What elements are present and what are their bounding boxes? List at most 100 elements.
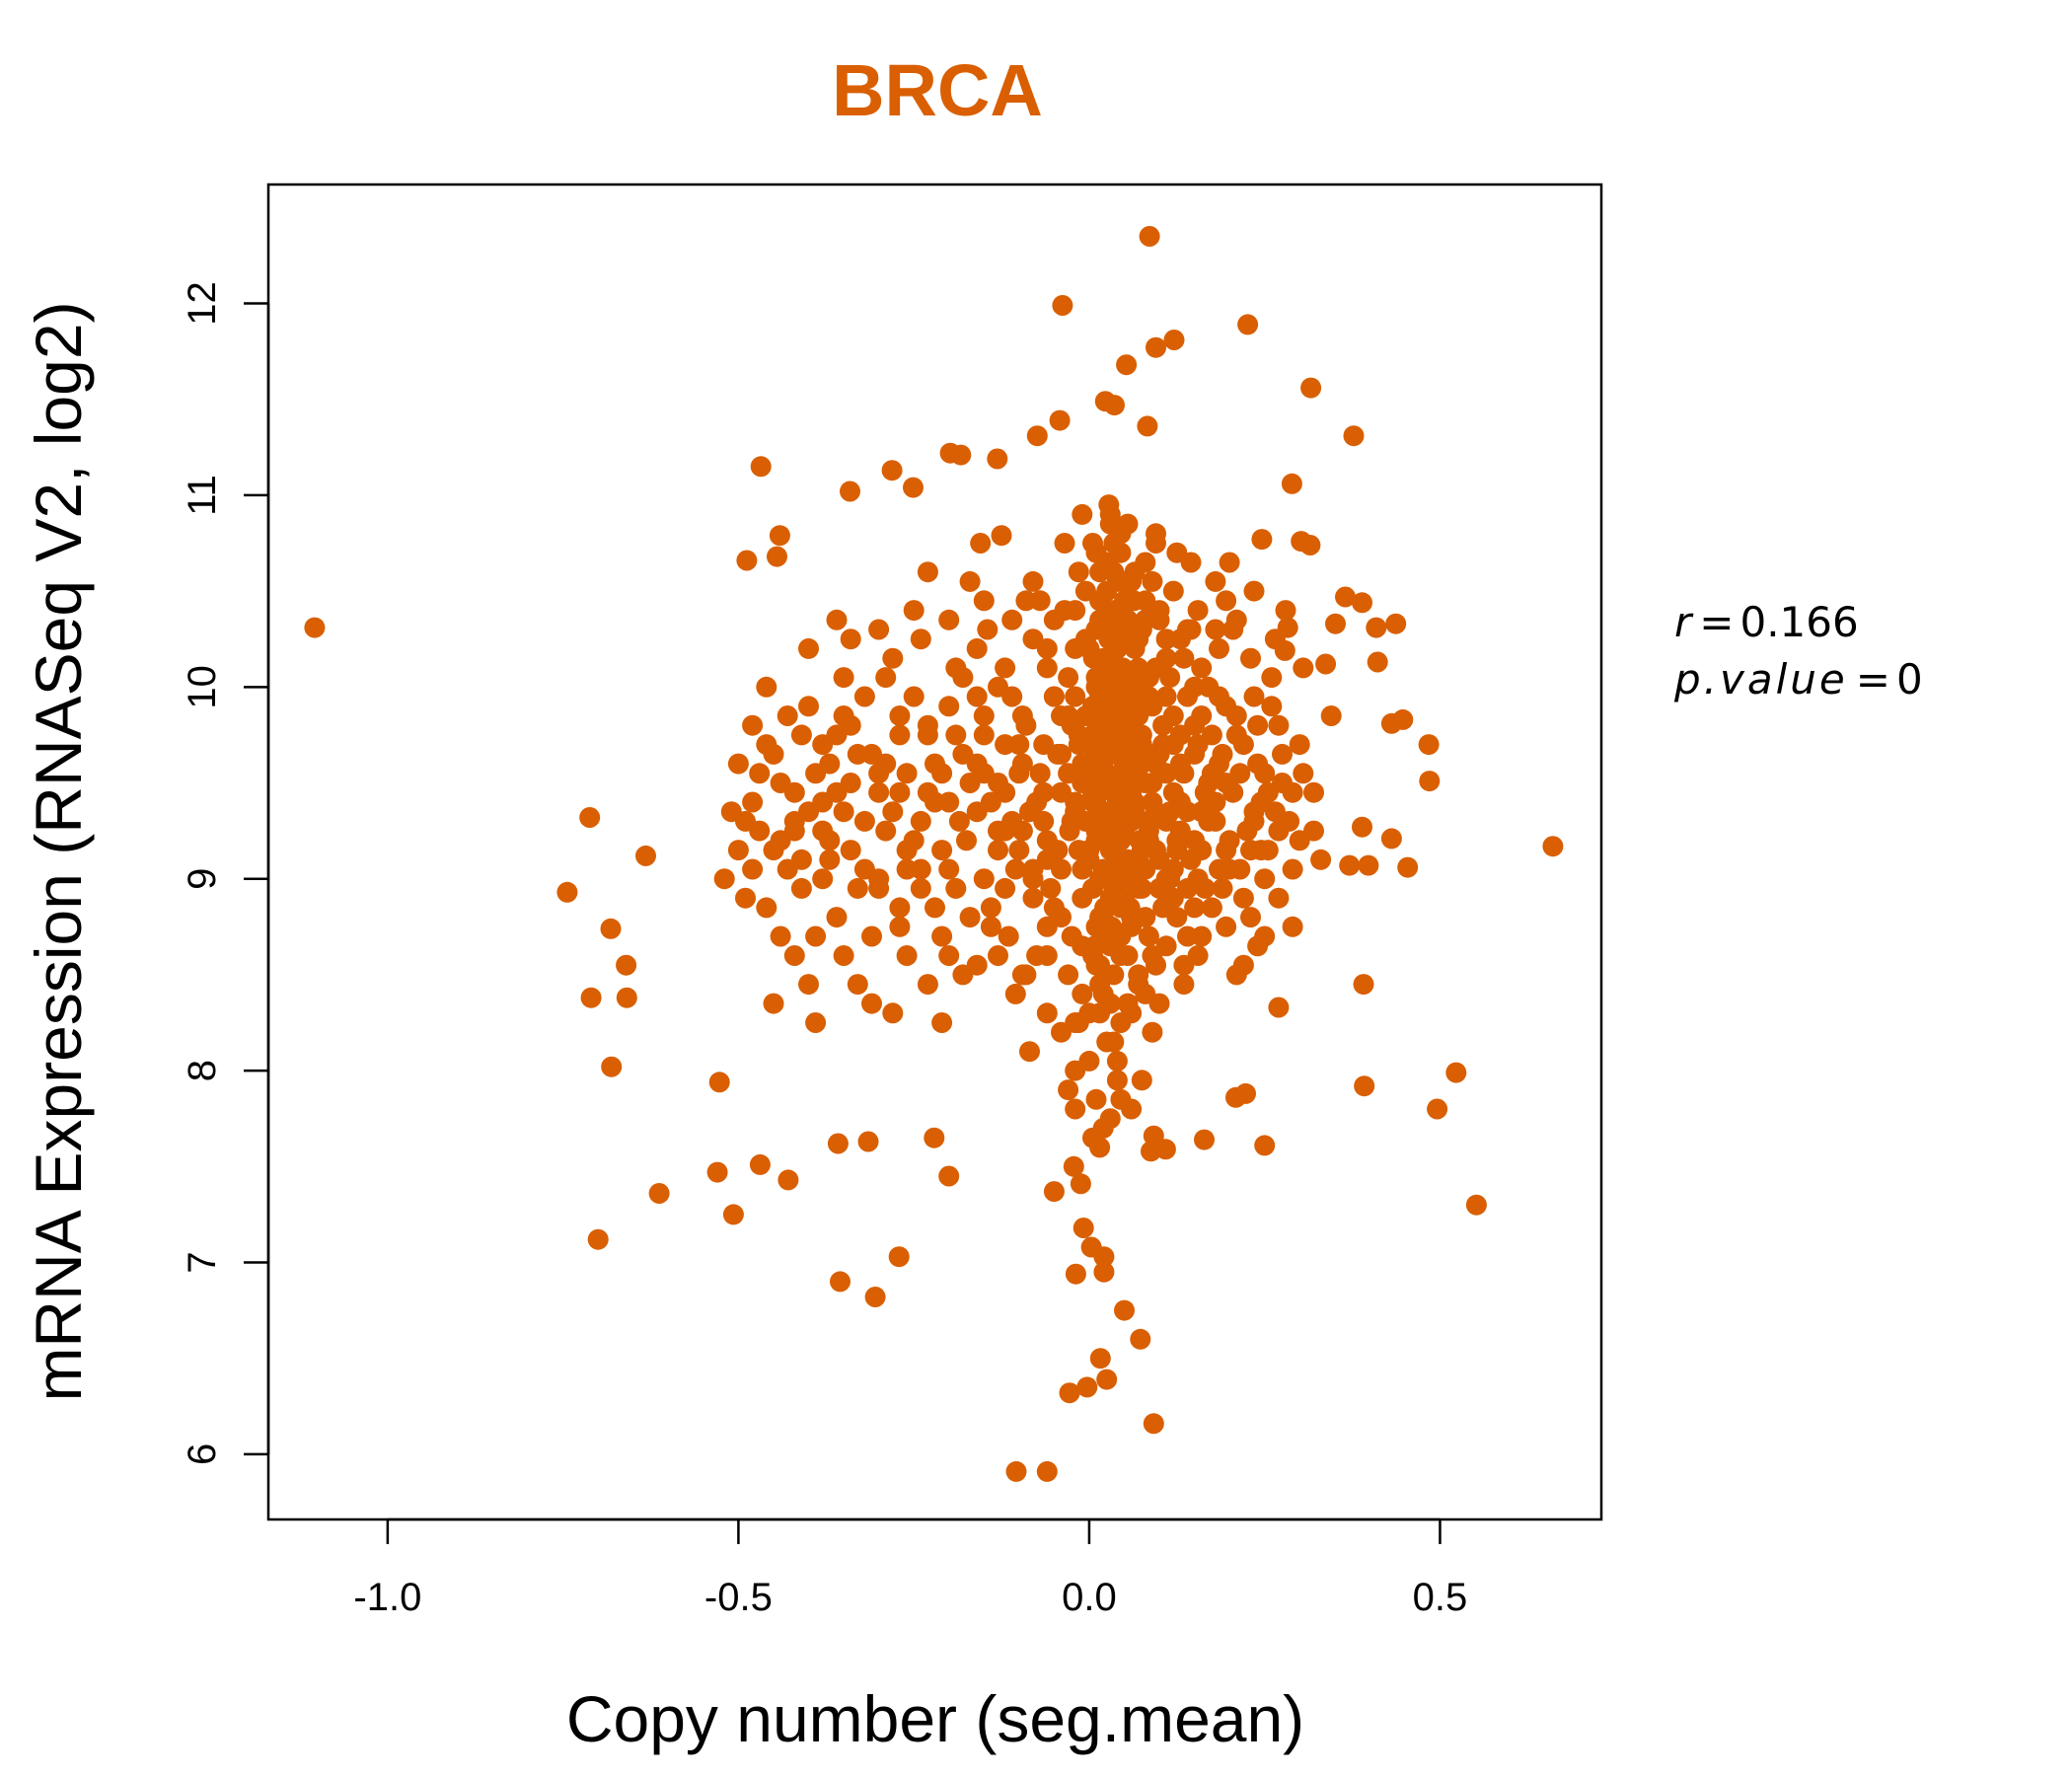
data-point <box>783 945 805 966</box>
data-point <box>1036 945 1058 966</box>
data-point <box>889 705 911 726</box>
data-point <box>1352 816 1372 838</box>
data-points <box>304 226 1564 1482</box>
data-point <box>1082 533 1103 554</box>
data-point <box>1162 781 1184 803</box>
data-point <box>1385 613 1407 634</box>
data-point <box>1155 686 1177 707</box>
data-point <box>1205 619 1226 640</box>
y-tick-label: 9 <box>181 868 224 890</box>
data-point <box>556 881 578 903</box>
data-point <box>903 600 925 622</box>
data-point <box>1187 945 1209 966</box>
r-statistic: r = 0.166 <box>1674 598 1859 646</box>
data-point <box>1059 1382 1080 1404</box>
data-point <box>1427 1098 1448 1120</box>
data-point <box>1254 925 1276 947</box>
data-point <box>1142 1021 1163 1043</box>
data-point <box>1019 1041 1040 1063</box>
data-point <box>1092 907 1114 928</box>
y-tick-label: 12 <box>181 281 224 326</box>
data-point <box>1261 696 1283 717</box>
data-point <box>1114 696 1135 717</box>
data-point <box>1029 763 1051 784</box>
data-point <box>1052 295 1073 316</box>
data-point <box>742 714 764 736</box>
data-point <box>1130 1328 1151 1350</box>
data-point <box>1289 830 1310 851</box>
data-point <box>826 609 848 630</box>
data-point <box>959 773 981 793</box>
data-point <box>1128 964 1149 986</box>
data-point <box>1082 945 1103 966</box>
data-point <box>1139 226 1160 247</box>
data-point <box>1065 1263 1086 1285</box>
data-point <box>1078 1050 1100 1072</box>
data-point <box>1093 1246 1115 1268</box>
data-point <box>1465 1194 1487 1216</box>
data-point <box>1138 743 1159 765</box>
data-point <box>903 477 924 498</box>
data-point <box>1198 676 1220 698</box>
data-point <box>812 820 834 842</box>
data-point <box>1137 415 1158 437</box>
data-point <box>861 993 882 1014</box>
data-point <box>1247 714 1269 736</box>
data-point <box>1225 609 1247 630</box>
data-point <box>959 570 981 592</box>
data-point <box>917 561 938 583</box>
data-point <box>1169 753 1191 775</box>
data-point <box>616 954 637 976</box>
data-point <box>991 525 1012 547</box>
data-point <box>1116 354 1138 376</box>
data-point <box>1166 830 1188 851</box>
data-point <box>735 810 756 832</box>
data-point <box>847 974 868 996</box>
data-point <box>1096 1031 1118 1053</box>
data-point <box>966 801 988 823</box>
data-point <box>1104 395 1125 416</box>
data-point <box>1310 849 1332 870</box>
data-point <box>1058 667 1079 689</box>
data-point <box>970 533 992 554</box>
data-point <box>1022 887 1044 909</box>
p-value: 0 <box>1896 655 1923 703</box>
data-point <box>1043 897 1065 919</box>
data-point <box>1135 907 1156 928</box>
data-point <box>706 1161 728 1183</box>
data-point <box>798 696 819 717</box>
data-point <box>1146 336 1166 358</box>
data-point <box>783 781 805 803</box>
data-point <box>857 1131 879 1152</box>
data-point <box>1121 781 1143 803</box>
data-point <box>1078 637 1100 659</box>
y-tick-label: 8 <box>181 1060 224 1081</box>
data-point <box>833 801 854 823</box>
data-point <box>1162 887 1184 909</box>
data-point <box>931 925 953 947</box>
data-point <box>1397 856 1419 878</box>
data-point <box>1173 647 1195 669</box>
data-point <box>1254 868 1276 890</box>
data-point <box>1106 1050 1128 1072</box>
data-point <box>950 444 972 466</box>
data-point <box>948 810 970 832</box>
data-point <box>812 868 834 890</box>
data-point <box>1096 1369 1118 1390</box>
data-point <box>1135 590 1156 612</box>
data-point <box>756 676 777 698</box>
data-point <box>1240 907 1261 928</box>
data-point <box>868 763 890 784</box>
data-point <box>1281 473 1302 494</box>
data-point <box>1036 657 1058 679</box>
data-point <box>1005 1460 1027 1482</box>
data-point <box>938 1165 960 1187</box>
data-point <box>635 845 656 866</box>
data-point <box>763 993 784 1014</box>
data-point <box>925 791 945 813</box>
data-point <box>1114 820 1135 842</box>
data-point <box>1036 1002 1058 1024</box>
data-point <box>1148 993 1170 1014</box>
data-point <box>1043 609 1065 630</box>
data-point <box>1110 743 1132 765</box>
